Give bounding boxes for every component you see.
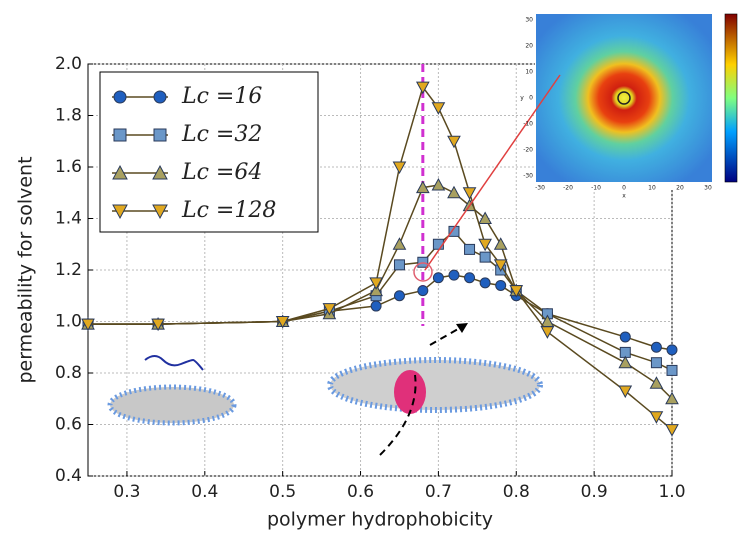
marker — [432, 103, 444, 114]
marker — [432, 179, 444, 190]
marker — [495, 238, 507, 249]
marker — [393, 162, 405, 173]
legend-label: Lc =64 — [181, 160, 262, 185]
x-tick-label: 0.9 — [581, 482, 608, 502]
inset-y-tick: 20 — [525, 43, 533, 50]
inset-y-tick: -20 — [523, 147, 533, 154]
x-tick-label: 0.8 — [503, 482, 530, 502]
inset-x-tick: -30 — [535, 185, 545, 192]
marker — [448, 187, 460, 198]
marker — [650, 377, 662, 388]
y-tick-label: 1.4 — [55, 209, 82, 229]
marker — [496, 280, 506, 290]
legend-marker — [154, 91, 166, 103]
legend-label: Lc =32 — [181, 122, 262, 147]
y-tick-label: 0.4 — [55, 466, 82, 486]
x-axis-label: polymer hydrophobicity — [267, 509, 493, 531]
y-tick-label: 0.8 — [55, 363, 82, 383]
y-tick-label: 1.6 — [55, 157, 82, 177]
marker — [465, 244, 475, 254]
inset-x-tick: 30 — [704, 185, 712, 192]
marker — [619, 357, 631, 368]
molecule-left — [110, 356, 234, 423]
marker — [394, 260, 404, 270]
y-axis-label: permeability for solvent — [15, 156, 37, 383]
inset-y-label: y — [520, 95, 524, 102]
inset-y-tick: -30 — [523, 173, 533, 180]
x-tick-label: 1.0 — [658, 482, 685, 502]
molecule-right — [330, 323, 540, 455]
marker — [667, 365, 677, 375]
inset-x-tick: -20 — [563, 185, 573, 192]
marker — [433, 239, 443, 249]
inset-x-tick: -10 — [591, 185, 601, 192]
x-tick-label: 0.6 — [347, 482, 374, 502]
legend-marker — [114, 91, 126, 103]
marker — [541, 327, 553, 338]
inset-x-tick: 20 — [676, 185, 684, 192]
inset-x-label: x — [622, 193, 626, 200]
legend-marker — [154, 129, 166, 141]
marker — [393, 238, 405, 249]
y-tick-label: 1.0 — [55, 312, 82, 332]
marker — [418, 286, 428, 296]
x-tick-label: 0.4 — [191, 482, 218, 502]
legend-label: Lc =128 — [181, 198, 276, 223]
marker — [620, 332, 630, 342]
y-tick-label: 0.6 — [55, 415, 82, 435]
inset-x-tick: 0 — [622, 185, 626, 192]
marker — [433, 273, 443, 283]
page: 0.3 0.4 0.5 0.6 0.7 0.8 0.9 1.0 0.4 0.6 0.8 1.0 1.2 1… — [0, 0, 750, 533]
marker — [394, 291, 404, 301]
marker — [371, 301, 381, 311]
marker — [667, 345, 677, 355]
inset-y-tick: 10 — [525, 69, 533, 76]
inset-y-tick: -10 — [523, 121, 533, 128]
marker — [465, 273, 475, 283]
legend-label: Lc =16 — [181, 84, 262, 109]
marker — [666, 425, 678, 436]
marker — [480, 252, 490, 262]
marker — [448, 136, 460, 147]
marker — [651, 342, 661, 352]
marker — [480, 278, 490, 288]
inset-y-tick: 0 — [529, 95, 533, 102]
x-tick-label: 0.3 — [113, 482, 140, 502]
legend-marker — [114, 129, 126, 141]
y-tick-label: 2.0 — [55, 54, 82, 74]
x-tick-label: 0.5 — [269, 482, 296, 502]
chart: 0.3 0.4 0.5 0.6 0.7 0.8 0.9 1.0 0.4 0.6 0.8 1.0 1.2 1… — [0, 0, 750, 533]
inset-y-tick: 30 — [525, 17, 533, 24]
inset-x-tick: 10 — [648, 185, 656, 192]
marker — [464, 188, 476, 199]
marker — [651, 358, 661, 368]
x-tick-label: 0.7 — [425, 482, 452, 502]
y-tick-label: 1.8 — [55, 106, 82, 126]
series-line — [88, 275, 672, 350]
marker — [449, 270, 459, 280]
y-tick-label: 1.2 — [55, 260, 82, 280]
